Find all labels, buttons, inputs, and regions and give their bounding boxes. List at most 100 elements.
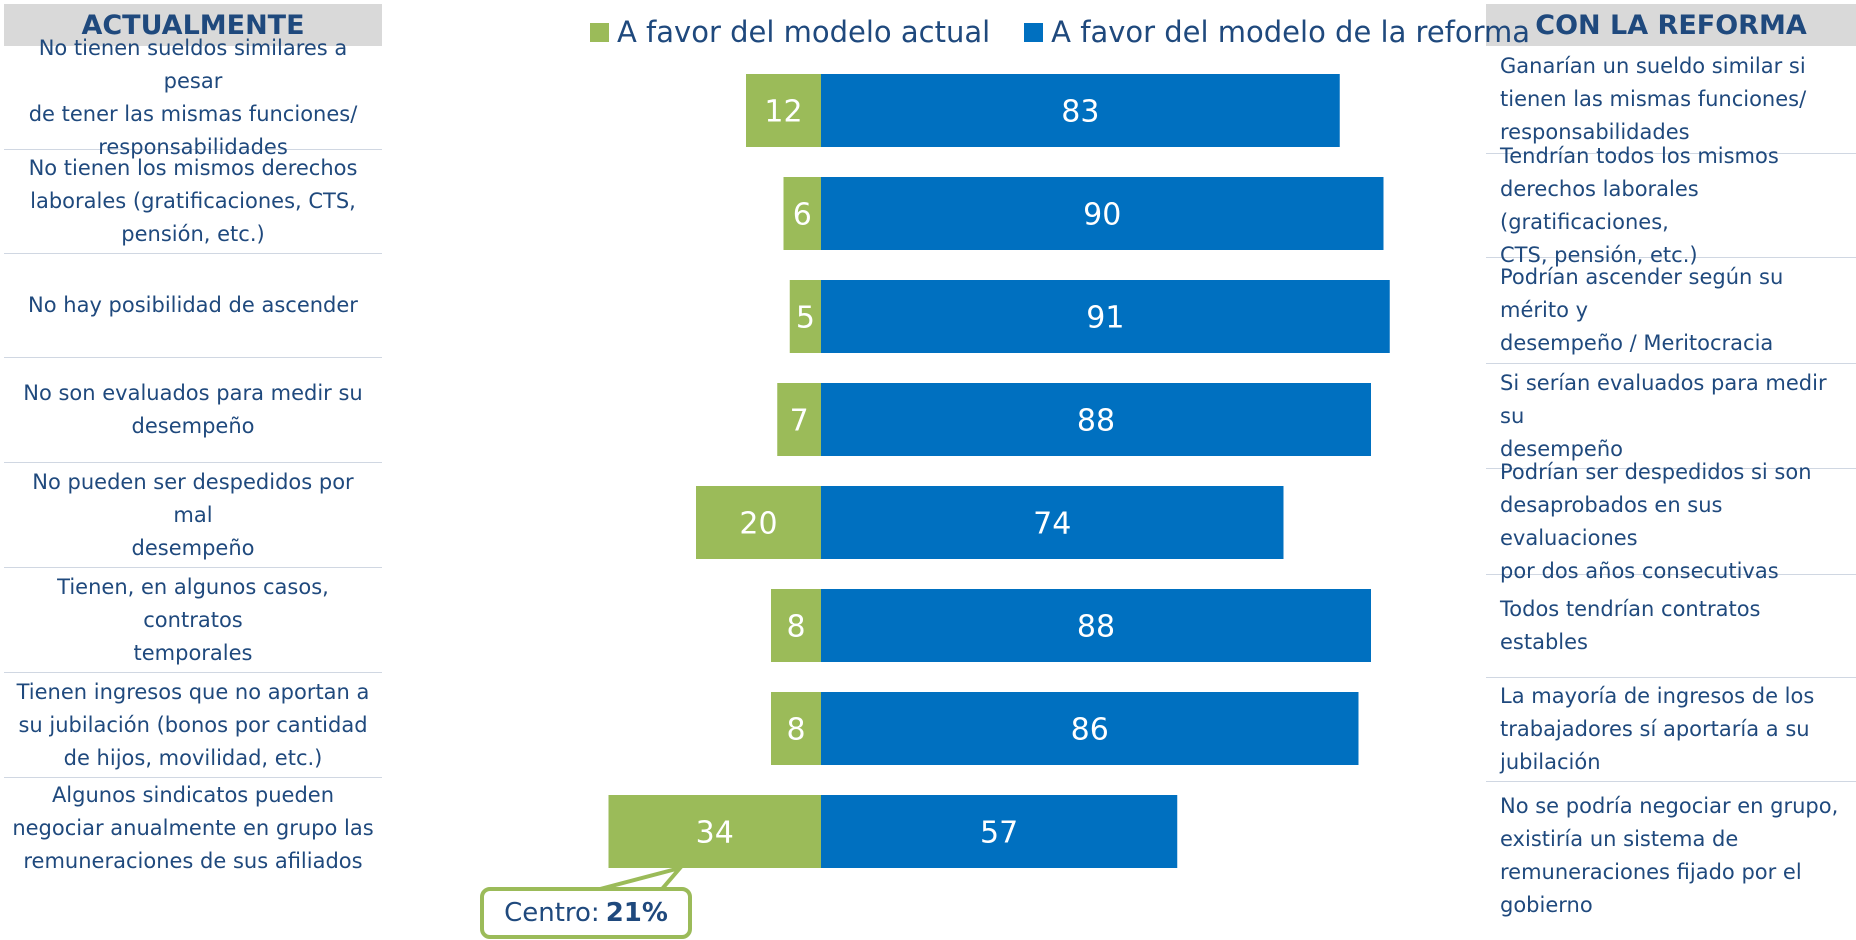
left-row-text: No tienen sueldos similares a pesar de te…	[10, 32, 376, 164]
left-row-line: temporales	[133, 640, 253, 665]
left-row-5: No pueden ser despedidos por mal desempeñ…	[4, 463, 382, 568]
legend-swatch-current	[590, 22, 609, 42]
callout-label: Centro:	[504, 898, 600, 928]
left-row-line: No tienen los mismos derechos	[28, 156, 358, 180]
right-row-3: Podrían ascender según su mérito y desemp…	[1486, 258, 1856, 364]
bar-reform-5	[821, 486, 1284, 559]
right-row-5: Podrían ser despedidos si son desaprobado…	[1486, 460, 1856, 583]
left-row-line: Tienen ingresos que no aportan a	[16, 679, 370, 704]
left-row-text: No son evaluados para medir su desempeño	[23, 377, 363, 443]
right-row-text: Todos tendrían contratos estables	[1500, 593, 1848, 659]
bar-current-4	[777, 383, 821, 456]
left-row-line: No son evaluados para medir su	[23, 381, 363, 405]
right-row-line: gobierno	[1500, 893, 1593, 917]
right-row-line: por dos años consecutivas	[1500, 558, 1779, 583]
right-row-line: trabajadores sí aportaría a su	[1500, 717, 1810, 741]
left-row-8: Algunos sindicatos pueden negociar anualm…	[4, 778, 382, 878]
bar-current-2	[783, 177, 821, 250]
left-row-text: Tienen ingresos que no aportan a su jubil…	[17, 676, 370, 775]
bar-reform-4	[821, 383, 1371, 456]
right-row-line: desempeño / Meritocracia	[1500, 331, 1774, 355]
right-row-text: Ganarían un sueldo similar si tienen las …	[1500, 50, 1806, 149]
left-row-text: Algunos sindicatos pueden negociar anualm…	[12, 779, 373, 878]
left-row-text: No hay posibilidad de ascender	[28, 289, 358, 322]
data-label-reform-5: 74	[1033, 507, 1071, 542]
data-label-reform-2: 90	[1083, 198, 1121, 233]
callout-value: 21%	[605, 898, 668, 928]
data-label-current-4: 7	[790, 404, 809, 439]
legend-swatch-reform	[1024, 22, 1044, 42]
left-row-4: No son evaluados para medir su desempeño	[4, 358, 382, 463]
bar-current-8	[608, 795, 821, 868]
left-row-line: Algunos sindicatos pueden	[51, 782, 335, 807]
left-row-6: Tienen, en algunos casos, contratos tempo…	[4, 568, 382, 673]
data-label-current-6: 8	[786, 610, 805, 645]
right-row-line: tienen las mismas funciones/	[1500, 87, 1807, 111]
left-row-line: desempeño	[131, 535, 255, 560]
right-row-line: Todos tendrían contratos estables	[1500, 597, 1761, 654]
chart-legend: A favor del modelo actual A favor del mo…	[590, 12, 1564, 52]
bar-current-5	[696, 486, 821, 559]
left-row-text: No pueden ser despedidos por mal desempeñ…	[10, 466, 376, 565]
right-row-line: Podrían ascender según su mérito y	[1500, 265, 1784, 322]
left-row-line: remuneraciones de sus afiliados	[23, 848, 363, 873]
legend-item-reform: A favor del modelo de la reforma	[1024, 15, 1530, 49]
left-row-line: de hijos, movilidad, etc.)	[63, 745, 323, 770]
left-row-7: Tienen ingresos que no aportan a su jubil…	[4, 673, 382, 778]
left-row-text: No tienen los mismos derechos laborales (…	[29, 152, 358, 251]
right-row-line: Tendrían todos los mismos	[1500, 143, 1779, 168]
bar-current-7	[771, 692, 821, 765]
right-row-1: Ganarían un sueldo similar si tienen las …	[1486, 46, 1856, 154]
data-label-reform-4: 88	[1077, 404, 1115, 439]
legend-label-current: A favor del modelo actual	[617, 15, 991, 49]
bar-current-6	[771, 589, 821, 662]
right-row-7: La mayoría de ingresos de los trabajadore…	[1486, 678, 1856, 782]
data-label-reform-6: 88	[1077, 610, 1115, 645]
right-row-line: Si serían evaluados para medir su	[1500, 370, 1827, 428]
left-column-header: ACTUALMENTE	[4, 4, 382, 46]
right-row-6: Todos tendrían contratos estables	[1486, 575, 1856, 678]
bar-reform-7	[821, 692, 1359, 765]
left-row-1: No tienen sueldos similares a pesar de te…	[4, 36, 382, 159]
left-row-3: No hay posibilidad de ascender	[4, 254, 382, 358]
right-row-line: desaprobados en sus evaluaciones	[1500, 492, 1723, 550]
left-row-line: laborales (gratificaciones, CTS,	[30, 189, 356, 213]
right-column-header: CON LA REFORMA	[1486, 4, 1856, 46]
data-label-current-7: 8	[786, 713, 805, 748]
left-row-line: su jubilación (bonos por cantidad	[18, 712, 368, 737]
bar-reform-1	[821, 74, 1340, 147]
data-label-reform-1: 83	[1061, 95, 1099, 130]
left-row-text: Tienen, en algunos casos, contratos tempo…	[10, 571, 376, 670]
left-row-2: No tienen los mismos derechos laborales (…	[4, 150, 382, 254]
legend-item-current: A favor del modelo actual	[590, 15, 990, 49]
right-row-line: existiría un sistema de	[1500, 827, 1739, 851]
bar-reform-3	[821, 280, 1390, 353]
right-row-line: responsabilidades	[1500, 120, 1690, 144]
right-row-text: Tendrían todos los mismos derechos labora…	[1500, 140, 1848, 272]
right-row-line: derechos laborales (gratificaciones,	[1500, 176, 1699, 234]
right-row-2: Tendrían todos los mismos derechos labora…	[1486, 144, 1856, 267]
legend-label-reform: A favor del modelo de la reforma	[1051, 15, 1531, 49]
bar-reform-8	[821, 795, 1178, 868]
left-row-line: negociar anualmente en grupo las	[12, 815, 374, 840]
right-row-line: No se podría negociar en grupo,	[1500, 794, 1839, 818]
center-callout: Centro: 21%	[480, 887, 692, 939]
data-label-current-2: 6	[793, 198, 812, 233]
bar-current-3	[789, 280, 821, 353]
right-row-4: Si serían evaluados para medir su desempe…	[1486, 364, 1856, 469]
right-row-text: No se podría negociar en grupo, existiría…	[1500, 790, 1838, 922]
bar-reform-2	[821, 177, 1384, 250]
data-label-reform-8: 57	[980, 816, 1018, 851]
data-label-current-5: 20	[739, 507, 777, 542]
data-label-current-1: 12	[764, 95, 802, 130]
callout-pointer	[599, 864, 686, 891]
right-row-line: CTS, pensión, etc.)	[1500, 242, 1698, 267]
left-row-line: Tienen, en algunos casos, contratos	[57, 574, 329, 632]
bar-current-1	[746, 74, 821, 147]
right-row-line: Ganarían un sueldo similar si	[1500, 54, 1806, 78]
right-row-line: La mayoría de ingresos de los	[1500, 684, 1815, 708]
right-row-text: La mayoría de ingresos de los trabajadore…	[1500, 680, 1814, 779]
right-row-text: Si serían evaluados para medir su desempe…	[1500, 367, 1848, 466]
right-row-line: Podrían ser despedidos si son	[1500, 459, 1812, 484]
